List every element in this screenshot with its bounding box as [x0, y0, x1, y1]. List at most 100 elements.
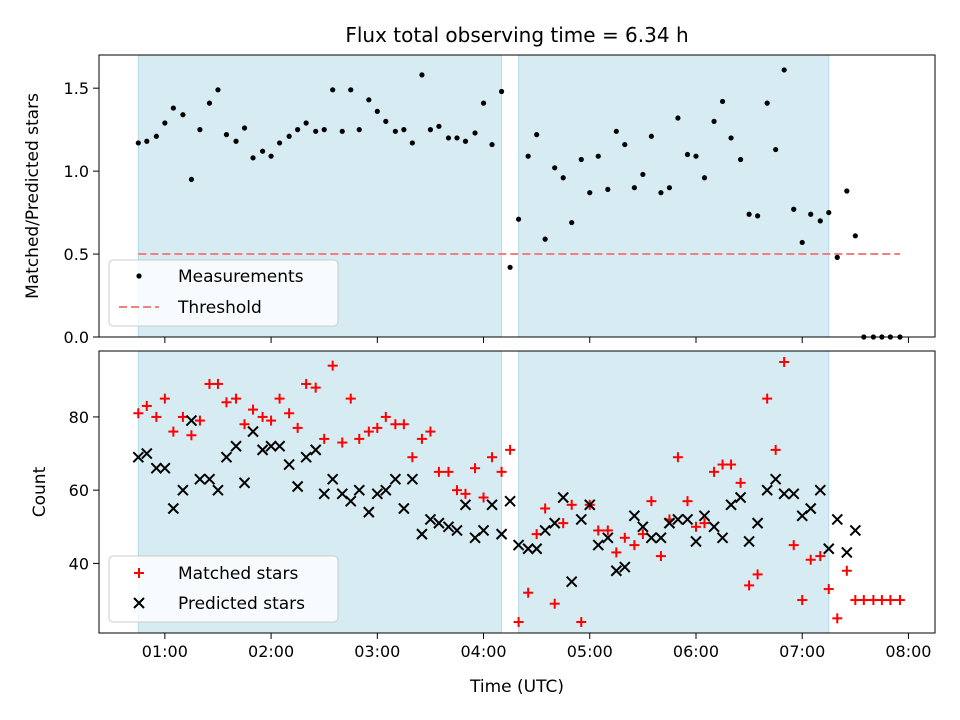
predicted-star-point [247, 425, 259, 438]
matched-star-point [709, 466, 720, 477]
measurement-point [578, 156, 584, 163]
measurement-point [392, 128, 398, 134]
measurement-point [605, 186, 611, 192]
predicted-star-point [185, 414, 198, 427]
legend-marker-matched [134, 568, 144, 578]
matched-star-point [266, 415, 277, 426]
legend-marker-predicted [133, 597, 145, 609]
matched-star-point [593, 525, 604, 536]
predicted-star-point [265, 440, 277, 452]
matched-star-point [310, 382, 321, 393]
top-y-ticks: 0.0 0.5 1.0 1.5 [64, 79, 99, 347]
predicted-star-b [424, 513, 437, 526]
predicted-star-point [283, 458, 295, 471]
predicted-star-b [309, 444, 322, 456]
matched-star-point [690, 521, 701, 532]
top-axes-frame [98, 54, 936, 338]
measurement-point [834, 254, 840, 260]
matched-star-point [788, 540, 799, 551]
bottom-y-ticks: 40 60 80 [69, 408, 99, 573]
predicted-star-point [141, 447, 153, 460]
matched-star-point [805, 554, 816, 565]
predicted-star-b [477, 524, 490, 537]
predicted-star-point [645, 532, 658, 544]
measurement-point [170, 105, 176, 111]
measurement-point [276, 140, 283, 146]
predicted-star-b [273, 440, 286, 452]
measurement-point [507, 264, 513, 270]
matched-star-point [354, 433, 365, 444]
predicted-star-b [708, 521, 720, 533]
x-axis-label: Time (UTC) [469, 677, 564, 697]
matched-star-point [876, 595, 887, 606]
measurement-point [675, 115, 681, 121]
matched-star-point [204, 378, 215, 389]
x-tick-label: 04:00 [460, 642, 506, 661]
matched-star-point [151, 411, 162, 422]
matched-star-point [274, 393, 285, 404]
measurement-point [462, 138, 469, 144]
predicted-star-point [318, 488, 330, 500]
measurement-point [613, 128, 619, 134]
predicted-star-point [398, 502, 410, 515]
predicted-star-point [849, 524, 862, 537]
predicted-star-b [602, 532, 614, 544]
measurement-point [454, 135, 460, 141]
predicted-star-point [167, 502, 180, 515]
measurement-point [445, 135, 452, 141]
predicted-star-b [442, 521, 455, 533]
matched-star-point [770, 444, 781, 455]
measurement-point [728, 135, 734, 141]
y-tick-label: 60 [69, 481, 89, 500]
predicted-star-point [486, 499, 498, 511]
y-tick-label: 1.0 [64, 162, 89, 181]
matched-star-point [327, 360, 338, 371]
measurement-point [250, 155, 256, 161]
measurement-point [738, 156, 744, 163]
predicted-star-b [406, 473, 419, 485]
matched-star-point [717, 459, 728, 470]
predicted-star-point [761, 484, 773, 496]
measurement-point [791, 206, 797, 212]
x-tick-label: 07:00 [779, 642, 825, 661]
predicted-star-point [371, 488, 384, 500]
measurement-point [799, 239, 805, 246]
matched-star-point [726, 459, 737, 470]
predicted-star-b [565, 576, 578, 588]
legend-top: Measurements Threshold [108, 259, 339, 327]
measurement-point [233, 138, 239, 144]
predicted-star-point [778, 488, 790, 500]
predicted-star-point [743, 535, 755, 548]
predicted-star-point [220, 451, 233, 463]
y-tick-label: 0.0 [64, 328, 89, 347]
predicted-star-b [522, 543, 534, 555]
predicted-star-point [150, 462, 163, 474]
matched-star-point [885, 595, 896, 606]
measurement-point [569, 219, 575, 226]
y-tick-label: 80 [69, 408, 89, 427]
legend-box [108, 555, 339, 623]
predicted-star-point [592, 539, 604, 551]
predicted-star-point [504, 495, 516, 507]
x-tick-label: 02:00 [248, 642, 294, 661]
matched-star-point [797, 595, 808, 606]
matched-star-point [443, 466, 454, 477]
predicted-star-b [823, 543, 835, 555]
measurement-point [560, 175, 566, 181]
matched-star-point [540, 503, 551, 514]
predicted-star-point [788, 488, 800, 500]
y-tick-label: 1.5 [64, 79, 89, 98]
predicted-star-point [539, 524, 551, 537]
measurement-point [366, 97, 372, 103]
predicted-star-b [751, 517, 764, 529]
predicted-star-b [194, 473, 206, 485]
measurement-point [684, 151, 691, 158]
matched-star-point [177, 411, 188, 422]
matched-star-point [850, 595, 861, 606]
matched-star-point [611, 547, 622, 558]
predicted-star-point [610, 565, 623, 577]
x-tick-label: 01:00 [142, 642, 188, 661]
predicted-star-point [619, 561, 631, 573]
measurement-point [303, 120, 309, 126]
predicted-star-b [318, 488, 330, 500]
